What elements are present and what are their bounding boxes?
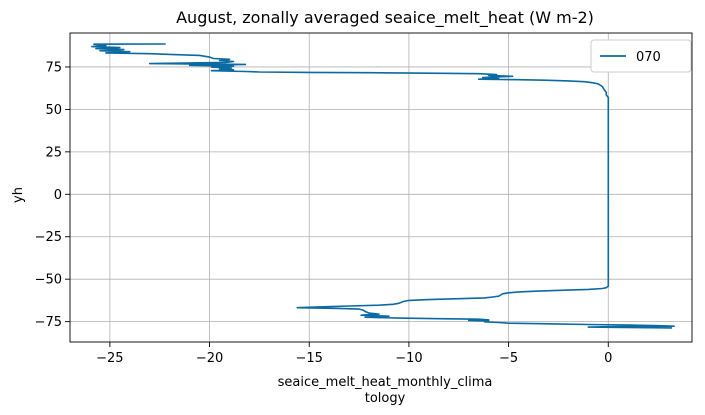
chart-title: August, zonally averaged seaice_melt_hea…	[176, 8, 594, 28]
x-axis-ticks: −25 −20 −15 −10 −5 0	[96, 342, 612, 366]
x-tick-label: −25	[96, 351, 123, 366]
y-tick-label: 25	[45, 145, 62, 160]
grid-lines	[70, 33, 692, 342]
y-tick-label: 50	[45, 103, 62, 118]
y-axis-ticks: −75 −50 −25 0 25 50 75	[35, 60, 70, 330]
y-tick-label: 75	[45, 60, 62, 75]
x-axis-label-line-1: seaice_melt_heat_monthly_clima	[278, 375, 493, 390]
x-tick-label: −10	[395, 351, 422, 366]
y-axis-label: yh	[11, 187, 26, 203]
series-line-070	[91, 43, 675, 329]
legend: 070	[590, 39, 692, 73]
legend-label-070: 070	[636, 50, 661, 65]
x-tick-label: −15	[296, 351, 323, 366]
x-tick-label: −5	[499, 351, 518, 366]
legend-box	[590, 39, 692, 73]
x-axis-label-line-2: tology	[365, 391, 406, 406]
x-tick-label: 0	[604, 351, 612, 366]
y-tick-label: −25	[35, 230, 62, 245]
y-tick-label: −75	[35, 315, 62, 330]
y-tick-label: −50	[35, 273, 62, 288]
x-tick-label: −20	[196, 351, 223, 366]
y-tick-label: 0	[54, 188, 62, 203]
plot-frame	[69, 32, 693, 343]
